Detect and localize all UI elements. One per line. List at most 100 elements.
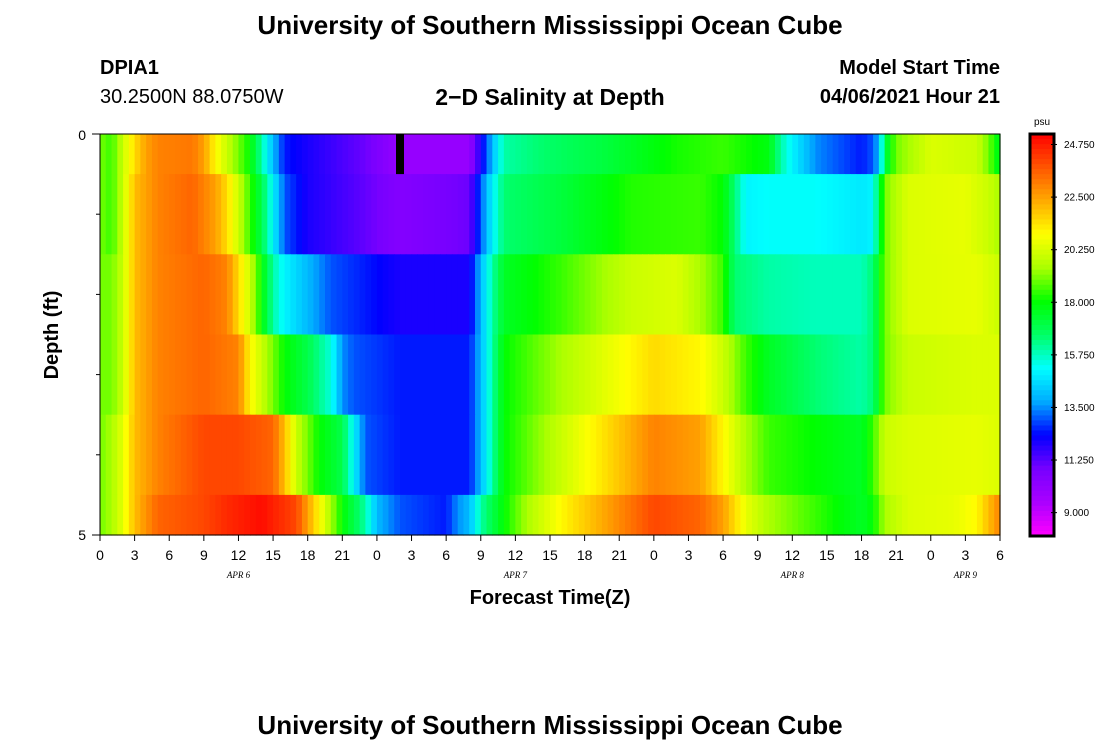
heatmap-cell — [590, 414, 597, 496]
heatmap-cell — [111, 414, 118, 496]
heatmap-cell — [861, 414, 868, 496]
heatmap-cell — [619, 174, 626, 255]
heatmap-cell — [625, 134, 632, 175]
heatmap-cell — [803, 174, 811, 255]
colorbar-cell — [1030, 184, 1054, 190]
colorbar-cell — [1030, 264, 1054, 271]
heatmap-cell — [728, 174, 736, 255]
heatmap-cell — [913, 174, 920, 255]
heatmap-cell — [798, 254, 805, 336]
heatmap-cell — [803, 334, 811, 416]
heatmap-cell — [855, 414, 863, 496]
heatmap-cell — [250, 414, 257, 496]
heatmap-cell — [400, 494, 407, 536]
heatmap-cell — [457, 334, 465, 416]
heatmap-cell — [111, 334, 118, 416]
heatmap-cell — [578, 254, 586, 336]
heatmap-cell — [815, 254, 822, 336]
heatmap-cell — [821, 254, 828, 336]
heatmap-cell — [261, 334, 268, 416]
heatmap-cell — [809, 334, 816, 416]
heatmap-cell — [405, 494, 413, 536]
model-start-label: Model Start Time — [839, 57, 1000, 79]
heatmap-cell — [913, 134, 920, 175]
colorbar-cell — [1030, 229, 1054, 236]
heatmap-cell — [751, 134, 759, 175]
heatmap-cell — [763, 174, 770, 255]
heatmap-cell — [186, 494, 193, 536]
heatmap-cell — [515, 254, 522, 336]
heatmap-cell — [890, 414, 897, 496]
heatmap-cell — [526, 334, 534, 416]
colorbar-cell — [1030, 269, 1054, 276]
x-tick-label: 15 — [265, 547, 281, 563]
heatmap-cell — [671, 414, 678, 496]
heatmap-cell — [861, 334, 868, 416]
heatmap-cell — [365, 134, 372, 175]
heatmap-cell — [878, 414, 886, 496]
x-tick-label: 9 — [754, 547, 762, 563]
heatmap-cell — [723, 414, 730, 496]
heatmap-cell — [550, 134, 557, 175]
heatmap-cell — [844, 254, 851, 336]
heatmap-cell — [596, 134, 603, 175]
heatmap-cell — [411, 414, 418, 496]
heatmap-cell — [434, 174, 441, 255]
colorbar-tick-label: 15.750 — [1064, 350, 1095, 361]
heatmap-cell — [100, 494, 107, 536]
heatmap-cell — [451, 254, 459, 336]
colorbar-cell — [1030, 380, 1054, 386]
station-id: DPIA1 — [100, 57, 159, 79]
heatmap-cell — [140, 174, 147, 255]
heatmap-cell — [238, 494, 245, 536]
heatmap-cell — [198, 414, 205, 496]
heatmap-cell — [901, 254, 909, 336]
heatmap-cell — [192, 414, 199, 496]
colorbar-cell — [1030, 164, 1054, 170]
heatmap-cell — [405, 254, 413, 336]
heatmap-cell — [440, 134, 447, 175]
heatmap-cell — [630, 414, 638, 496]
heatmap-cell — [180, 134, 188, 175]
heatmap-cell — [238, 134, 245, 175]
colorbar-cell — [1030, 530, 1054, 537]
heatmap-cell — [428, 254, 436, 336]
heatmap-cell — [930, 334, 938, 416]
heatmap-cell — [515, 334, 522, 416]
heatmap-cell — [630, 134, 638, 175]
heatmap-cell — [550, 494, 557, 536]
heatmap-cell — [596, 174, 603, 255]
heatmap-cell — [244, 494, 251, 536]
heatmap-cell — [417, 174, 424, 255]
heatmap-cell — [728, 134, 736, 175]
heatmap-cell — [209, 414, 216, 496]
heatmap-cell — [613, 134, 620, 175]
colorbar-cell — [1030, 309, 1054, 316]
heatmap-cell — [261, 414, 268, 496]
x-tick-label: 21 — [335, 547, 351, 563]
heatmap-cell — [371, 254, 378, 336]
heatmap-cell — [994, 494, 1001, 536]
heatmap-cell — [636, 254, 643, 336]
heatmap-cell — [111, 494, 118, 536]
heatmap-cell — [561, 254, 568, 336]
colorbar-cell — [1030, 254, 1054, 261]
heatmap-cell — [105, 134, 113, 175]
heatmap-cell — [809, 254, 816, 336]
heatmap-cell — [775, 174, 782, 255]
heatmap-cell — [838, 334, 845, 416]
x-tick-label: 0 — [96, 547, 104, 563]
heatmap-cell — [123, 494, 130, 536]
heatmap-cell — [757, 414, 765, 496]
heatmap-cell — [175, 134, 182, 175]
heatmap-cell — [105, 254, 113, 336]
heatmap-cell — [175, 414, 182, 496]
heatmap-cell — [555, 494, 563, 536]
heatmap-cell — [555, 254, 563, 336]
colorbar-cell — [1030, 350, 1054, 356]
heatmap-cell — [578, 494, 586, 536]
heatmap-cell — [296, 494, 303, 536]
heatmap-cell — [446, 174, 453, 255]
heatmap-cell — [838, 414, 845, 496]
x-tick-label: 12 — [231, 547, 247, 563]
